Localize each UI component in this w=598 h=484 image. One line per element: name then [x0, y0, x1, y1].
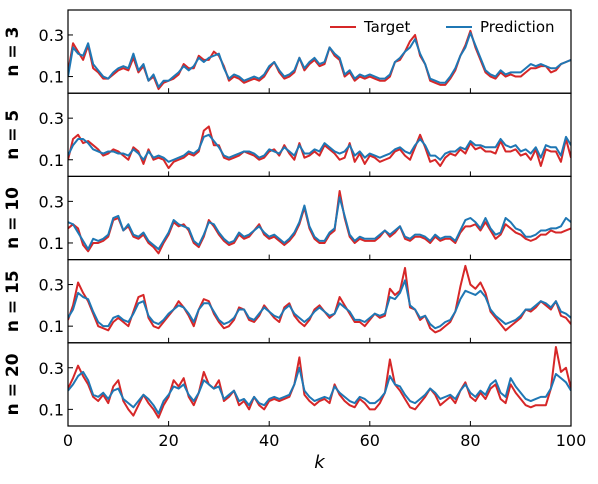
x-tick-label: 80	[460, 431, 480, 450]
series-line-prediction-panel-3	[68, 196, 571, 251]
legend-label-prediction: Prediction	[480, 18, 555, 36]
y-tick-label: 0.3	[39, 276, 64, 295]
series-line-prediction-panel-2	[68, 133, 571, 163]
y-tick-label: 0.1	[39, 317, 64, 336]
panel-label-1: n = 3	[3, 27, 23, 77]
panel-label-5: n = 20	[3, 353, 23, 415]
x-tick-label: 60	[360, 431, 380, 450]
legend-label-target: Target	[363, 18, 411, 36]
y-tick-label: 0.3	[39, 109, 64, 128]
panel-frame-3	[67, 175, 572, 261]
series-line-prediction-panel-1	[68, 31, 571, 88]
panel-label-4: n = 15	[3, 270, 23, 332]
y-tick-label: 0.3	[39, 359, 64, 378]
series-line-prediction-panel-4	[68, 279, 571, 330]
y-tick-label: 0.1	[39, 151, 64, 170]
x-tick-label: 100	[556, 431, 587, 450]
series-line-target-panel-1	[68, 29, 571, 91]
y-tick-label: 0.3	[39, 26, 64, 45]
y-tick-label: 0.1	[39, 234, 64, 253]
x-tick-label: 0	[63, 431, 73, 450]
series-line-target-panel-5	[68, 345, 571, 419]
panel-label-2: n = 5	[3, 110, 23, 160]
y-tick-label: 0.1	[39, 68, 64, 87]
y-tick-label: 0.1	[39, 400, 64, 419]
series-line-target-panel-3	[68, 189, 571, 255]
x-tick-label: 40	[259, 431, 279, 450]
panel-frame-5	[67, 342, 572, 427]
series-line-target-panel-4	[68, 264, 571, 334]
x-axis-label: k	[314, 452, 326, 473]
y-tick-label: 0.3	[39, 192, 64, 211]
x-tick-label: 20	[158, 431, 178, 450]
series-line-prediction-panel-5	[68, 366, 571, 415]
panel-label-3: n = 10	[3, 187, 23, 249]
